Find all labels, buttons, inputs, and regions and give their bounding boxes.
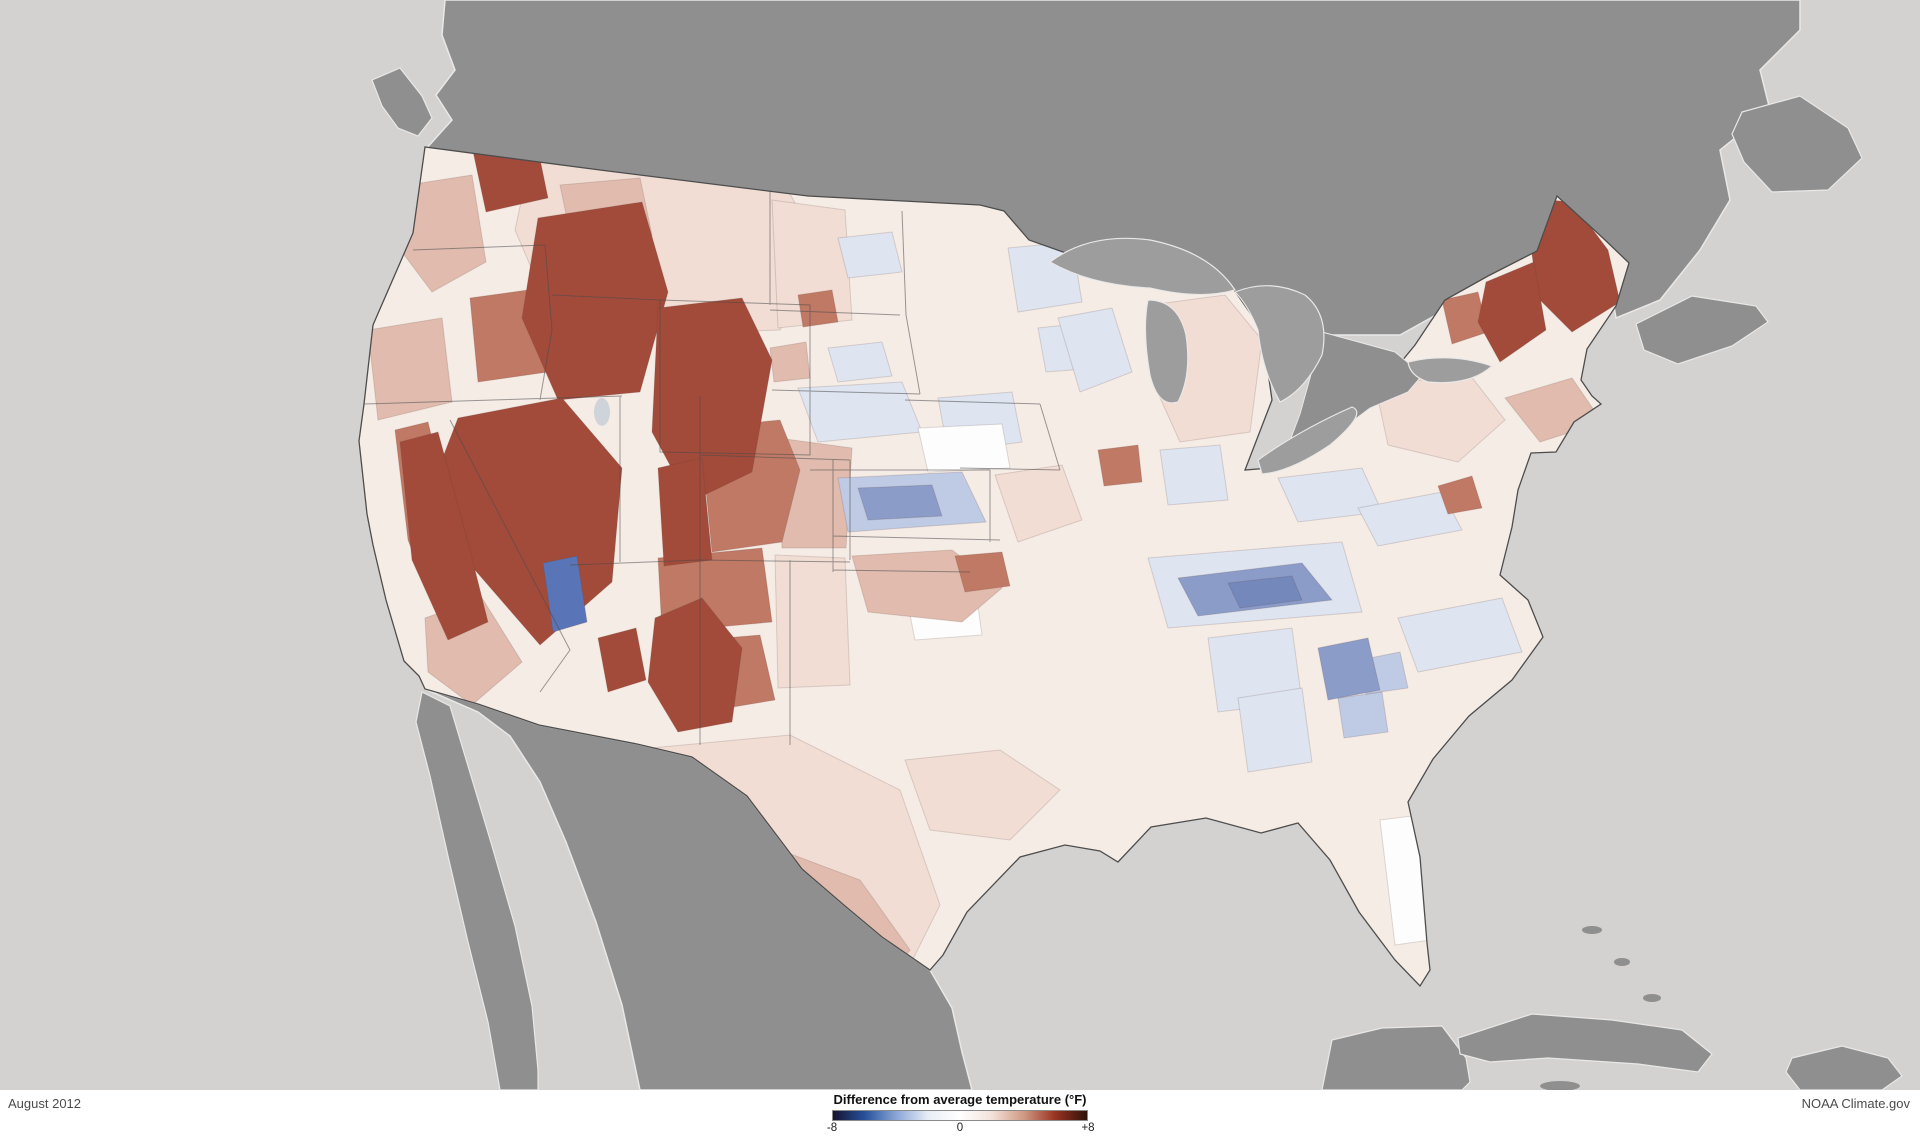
anomaly-region-georgia-mid <box>1317 637 1381 701</box>
baja-california <box>415 691 539 1090</box>
yucatan-peninsula <box>1321 1025 1471 1090</box>
great-salt-lake <box>594 398 610 426</box>
anomaly-region-gulf-coast <box>904 749 1061 841</box>
anomaly-region-delmarva-spot <box>1437 475 1483 515</box>
anomaly-region-nw-arizona <box>542 555 588 633</box>
us-temperature-anomaly-map <box>358 0 1903 1090</box>
legend-gradient-bar <box>832 1110 1088 1121</box>
nova-scotia <box>1635 295 1769 365</box>
anomaly-region-kansas-core <box>857 484 943 521</box>
legend-tick-min: -8 <box>826 1122 838 1134</box>
lake-huron <box>1233 285 1325 403</box>
state-borders <box>363 185 1061 745</box>
anomaly-region-tx-panhandle <box>774 554 851 689</box>
anomaly-region-new-mexico-sw <box>647 597 743 733</box>
anomaly-region-georgia-south <box>1337 691 1389 739</box>
anomaly-region-montana-east-spot <box>797 289 839 328</box>
anomaly-regions-layer <box>363 147 1621 986</box>
great-lakes <box>1048 237 1494 475</box>
lake-erie <box>1257 406 1358 475</box>
anomaly-region-utah-wyoming <box>651 297 773 503</box>
anomaly-region-al-ms-2 <box>1237 687 1313 773</box>
anomaly-region-indiana <box>1159 444 1229 506</box>
legend-tick-max: +8 <box>1081 1122 1095 1134</box>
anomaly-region-carolinas <box>1397 597 1523 673</box>
anomaly-region-wisconsin <box>1057 307 1133 393</box>
anomaly-region-missouri <box>994 464 1083 543</box>
date-label: August 2012 <box>8 1096 82 1111</box>
lake-superior <box>1048 237 1236 296</box>
anomaly-region-middle-tennessee <box>1227 575 1303 609</box>
anomaly-region-north-dakota <box>837 231 903 279</box>
source-label: NOAA Climate.gov <box>1801 1096 1910 1111</box>
bahamas-islands <box>1540 926 1661 1090</box>
anomaly-region-illinois-spot <box>1097 444 1143 487</box>
cuba-island <box>1457 1013 1713 1073</box>
anomaly-region-central-valley <box>399 431 489 641</box>
anomaly-region-south-dakota <box>827 341 893 383</box>
lake-michigan <box>1144 299 1189 404</box>
anomaly-region-utah-central <box>657 457 713 567</box>
legend-title: Difference from average temperature (°F) <box>833 1092 1087 1107</box>
legend-ticks: -8 0 +8 <box>827 1122 1095 1136</box>
anomaly-region-oklahoma-spot <box>954 551 1011 593</box>
vancouver-island <box>371 67 433 137</box>
anomaly-region-arizona-spot <box>597 627 647 693</box>
anomaly-region-north-washington <box>467 147 549 213</box>
anomaly-region-nh-vt <box>1477 261 1547 363</box>
legend-tick-mid: 0 <box>956 1122 964 1134</box>
anomaly-region-idaho <box>521 201 669 401</box>
anomaly-region-black-hills <box>769 341 811 383</box>
lake-ontario <box>1407 357 1494 384</box>
anomaly-region-s-oregon <box>367 317 453 421</box>
newfoundland-island <box>1731 95 1863 193</box>
footer-bar: August 2012 Difference from average temp… <box>0 1090 1920 1140</box>
anomaly-region-nebraska-east <box>917 423 1011 473</box>
legend: Difference from average temperature (°F)… <box>820 1092 1100 1136</box>
anomaly-region-appalachia <box>1357 491 1463 547</box>
hispaniola-island <box>1785 1045 1903 1090</box>
